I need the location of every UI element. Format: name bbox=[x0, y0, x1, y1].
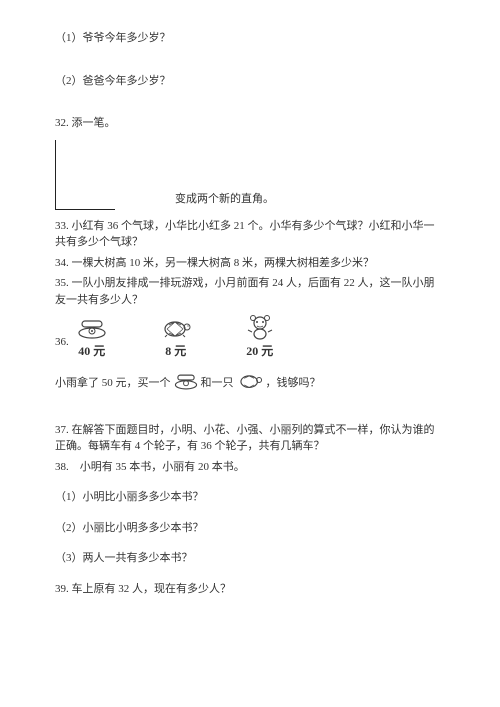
question-32-title: 32. 添一笔。 bbox=[55, 115, 445, 132]
buy-text-a: 小雨拿了 50 元，买一个 bbox=[55, 375, 171, 392]
question-36-label: 36. bbox=[55, 334, 69, 351]
phone-icon bbox=[75, 314, 109, 340]
doll-icon bbox=[243, 314, 277, 340]
turtle-icon bbox=[159, 314, 193, 340]
item-phone: 40 元 bbox=[75, 314, 109, 360]
question-38-title: 38. 小明有 35 本书，小丽有 20 本书。 bbox=[55, 459, 445, 476]
question-38-1: （1）小明比小丽多多少本书？ bbox=[55, 489, 445, 506]
question-32-figure: 变成两个新的直角。 bbox=[55, 140, 445, 210]
question-36-items: 36. 40 元 8 元 bbox=[55, 314, 445, 360]
question-39: 39. 车上原有 32 人，现在有多少人？ bbox=[55, 581, 445, 598]
question-38-2: （2）小丽比小明多多少本书？ bbox=[55, 520, 445, 537]
question-38-3: （3）两人一共有多少本书？ bbox=[55, 550, 445, 567]
buy-text-c: ，钱够吗？ bbox=[266, 375, 321, 392]
question-37: 37. 在解答下面题目时，小明、小花、小强、小丽列的算式不一样，你认为谁的正确。… bbox=[55, 422, 445, 455]
price-phone: 40 元 bbox=[78, 342, 105, 360]
question-1-2: （2）爸爸今年多少岁？ bbox=[55, 73, 445, 90]
question-36-buy: 小雨拿了 50 元，买一个 和一只 ，钱够吗？ bbox=[55, 370, 445, 396]
item-doll: 20 元 bbox=[243, 314, 277, 360]
phone-icon-inline bbox=[173, 370, 199, 396]
price-doll: 20 元 bbox=[246, 342, 273, 360]
question-32-text: 变成两个新的直角。 bbox=[175, 191, 274, 208]
question-35: 35. 一队小朋友排成一排玩游戏，小月前面有 24 人，后面有 22 人，这一队… bbox=[55, 275, 445, 308]
price-turtle: 8 元 bbox=[165, 342, 186, 360]
question-34: 34. 一棵大树高 10 米，另一棵大树高 8 米，两棵大树相差多少米？ bbox=[55, 255, 445, 272]
buy-text-b: 和一只 bbox=[201, 375, 234, 392]
turtle-icon-inline bbox=[236, 370, 264, 396]
item-turtle: 8 元 bbox=[159, 314, 193, 360]
question-33: 33. 小红有 36 个气球，小华比小红多 21 个。小华有多少个气球？小红和小… bbox=[55, 218, 445, 251]
question-1-1: （1）爷爷今年多少岁？ bbox=[55, 30, 445, 47]
right-angle-shape bbox=[55, 140, 115, 210]
